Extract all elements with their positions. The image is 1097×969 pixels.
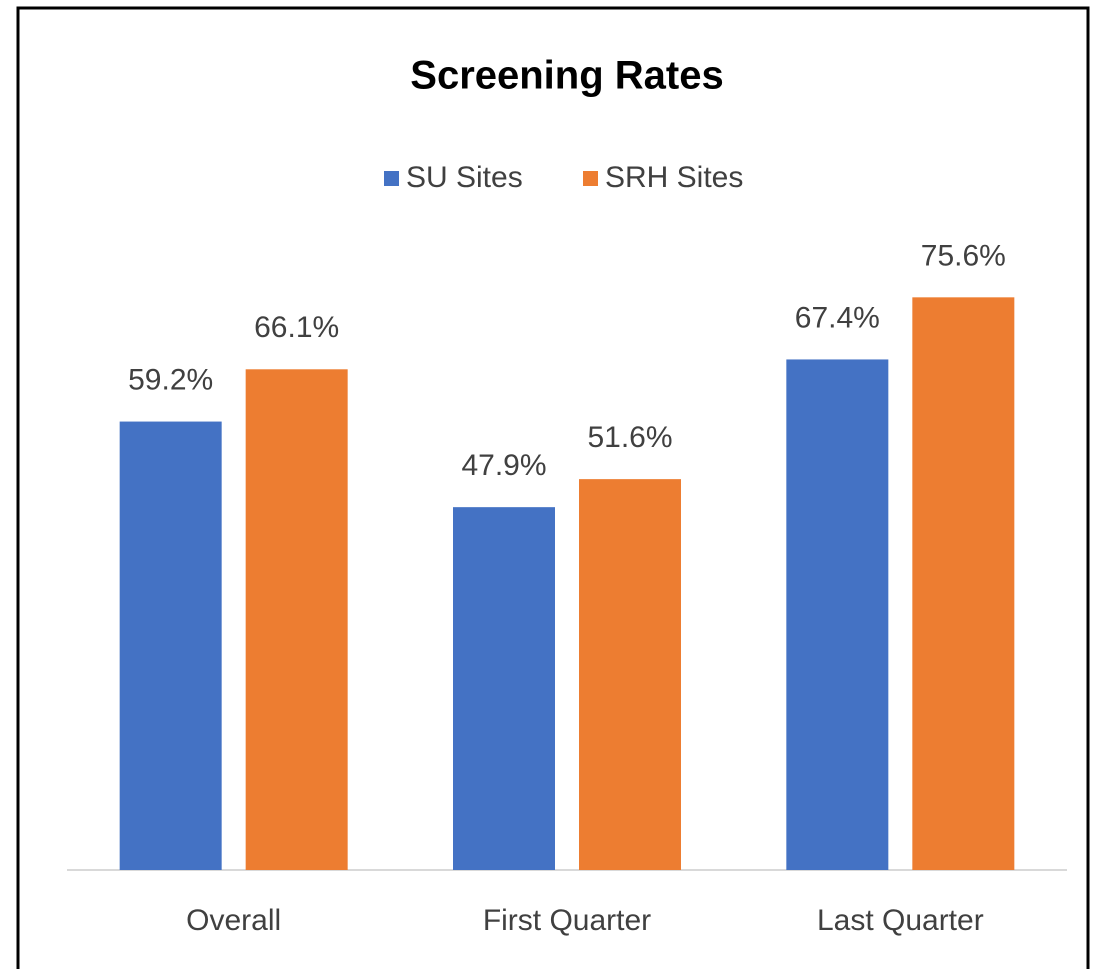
data-label: 59.2% bbox=[128, 363, 213, 396]
legend-label: SRH Sites bbox=[605, 161, 743, 194]
bar bbox=[453, 507, 555, 870]
bar bbox=[119, 421, 222, 870]
legend-swatch bbox=[384, 171, 399, 186]
x-tick-label: Last Quarter bbox=[817, 904, 984, 937]
bar bbox=[786, 359, 889, 870]
legend-swatch bbox=[583, 171, 598, 186]
data-label: 47.9% bbox=[461, 449, 546, 482]
x-tick-label: Overall bbox=[186, 904, 281, 937]
legend-label: SU Sites bbox=[406, 161, 523, 194]
data-label: 75.6% bbox=[921, 239, 1006, 272]
bar bbox=[912, 297, 1015, 871]
data-label: 51.6% bbox=[587, 421, 672, 454]
bar bbox=[245, 369, 348, 870]
bar bbox=[579, 479, 681, 870]
chart-title: Screening Rates bbox=[410, 54, 723, 98]
x-tick-label: First Quarter bbox=[483, 904, 651, 937]
data-label: 66.1% bbox=[254, 311, 339, 344]
data-label: 67.4% bbox=[795, 301, 880, 334]
